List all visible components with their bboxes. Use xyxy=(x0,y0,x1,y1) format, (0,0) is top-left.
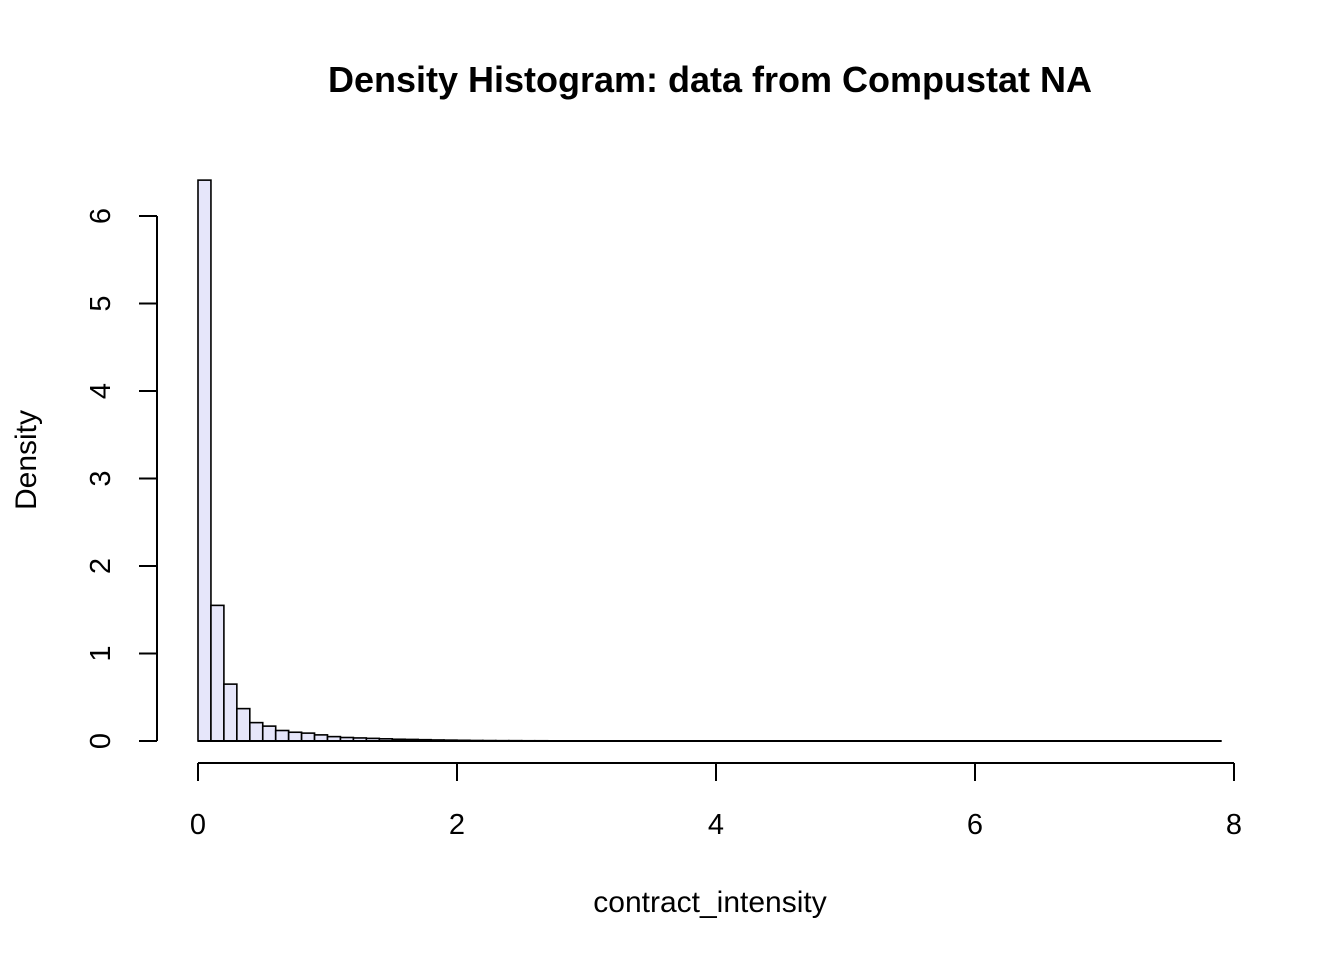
chart-title: Density Histogram: data from Compustat N… xyxy=(328,59,1092,100)
histogram-bar xyxy=(287,731,303,742)
y-tick-label: 1 xyxy=(85,645,117,661)
y-tick-label: 6 xyxy=(85,208,117,224)
y-axis-label: Density xyxy=(10,410,43,510)
x-tick-label: 4 xyxy=(708,809,724,841)
x-tick-label: 6 xyxy=(967,809,983,841)
x-axis-label: contract_intensity xyxy=(593,886,826,919)
x-tick-label: 0 xyxy=(190,809,206,841)
histogram-bar xyxy=(300,732,316,742)
histogram-bar xyxy=(249,721,264,742)
histogram-bar xyxy=(223,683,238,742)
y-axis: 0 1 2 3 4 5 6 xyxy=(85,208,158,749)
histogram-bars xyxy=(197,179,1222,742)
x-tick-label: 2 xyxy=(449,809,465,841)
histogram-bar xyxy=(261,725,277,742)
y-tick-label: 0 xyxy=(85,733,117,749)
y-tick-label: 4 xyxy=(85,383,117,399)
x-axis: 0 2 4 6 8 xyxy=(190,762,1242,841)
histogram-bar xyxy=(210,604,225,742)
y-tick-label: 2 xyxy=(85,558,117,574)
histogram-bar xyxy=(197,179,212,742)
y-tick-label: 3 xyxy=(85,470,117,486)
histogram-bar xyxy=(274,729,290,742)
y-tick-label: 5 xyxy=(85,295,117,311)
histogram-bar xyxy=(236,707,251,742)
x-tick-label: 8 xyxy=(1226,809,1242,841)
